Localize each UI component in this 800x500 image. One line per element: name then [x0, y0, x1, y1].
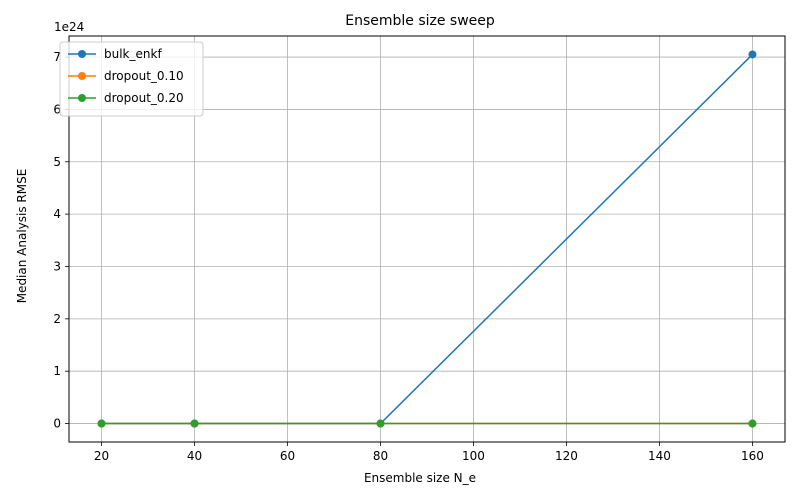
legend-label-dropout_0.20: dropout_0.20 [104, 91, 184, 105]
data-point-dropout_0.20 [190, 419, 199, 428]
y-tick-label: 2 [53, 312, 61, 326]
y-tick-label: 0 [53, 417, 61, 431]
x-tick-label: 160 [741, 449, 764, 463]
y-tick-label: 4 [53, 207, 61, 221]
x-tick-label: 20 [94, 449, 109, 463]
y-tick-label: 5 [53, 155, 61, 169]
y-offset-label: 1e24 [54, 20, 84, 34]
y-tick-label: 1 [53, 364, 61, 378]
x-tick-label: 120 [555, 449, 578, 463]
data-point-dropout_0.20 [97, 419, 106, 428]
data-point-bulk_enkf [748, 50, 757, 59]
y-tick-label: 7 [53, 50, 61, 64]
legend-marker [78, 94, 86, 102]
legend: bulk_enkf dropout_0.10 dropout_0.20 [59, 41, 204, 117]
x-axis: 20 40 60 80 100 120 140 160 [94, 442, 764, 463]
data-point-dropout_0.20 [376, 419, 385, 428]
series-group [97, 50, 757, 428]
x-tick-label: 40 [187, 449, 202, 463]
x-axis-label: Ensemble size N_e [364, 471, 476, 485]
y-tick-label: 6 [53, 102, 61, 116]
y-axis-label: Median Analysis RMSE [15, 169, 29, 304]
y-axis: 0 1 2 3 4 5 6 7 [53, 50, 69, 431]
legend-label-dropout_0.10: dropout_0.10 [104, 69, 184, 83]
x-tick-label: 140 [648, 449, 671, 463]
legend-marker [78, 50, 86, 58]
plot-area [68, 35, 786, 443]
legend-marker [78, 72, 86, 80]
x-tick-label: 80 [373, 449, 388, 463]
y-tick-label: 3 [53, 259, 61, 273]
x-tick-label: 60 [280, 449, 295, 463]
legend-label-bulk_enkf: bulk_enkf [104, 47, 162, 61]
chart-title: Ensemble size sweep [345, 13, 495, 29]
x-tick-label: 100 [462, 449, 485, 463]
data-point-dropout_0.20 [748, 419, 757, 428]
